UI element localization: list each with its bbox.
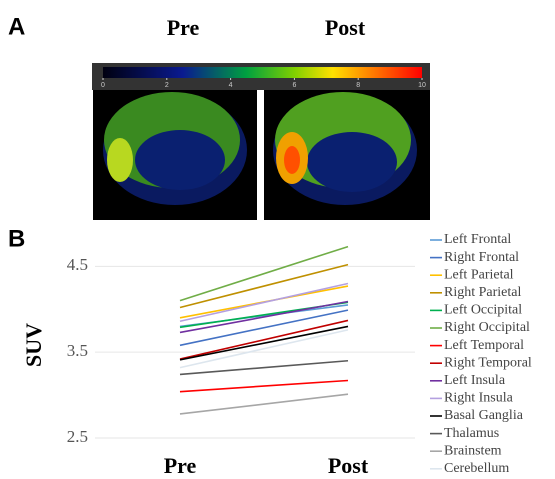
colorbar-tick-label: 8 <box>356 82 360 89</box>
legend-label: Left Parietal <box>444 267 514 282</box>
legend-label: Right Temporal <box>444 355 532 370</box>
series-line <box>180 394 348 414</box>
legend-label: Right Occipital <box>444 320 530 335</box>
colorbar-tick-label: 10 <box>418 82 426 89</box>
colorbar-tick-label: 4 <box>229 82 233 89</box>
legend-label: Basal Ganglia <box>444 408 524 423</box>
series-line <box>180 247 348 301</box>
colorbar-tick-label: 0 <box>101 82 105 89</box>
panel-label: B <box>8 225 25 252</box>
y-tick-label: 2.5 <box>67 427 88 446</box>
y-tick-label: 3.5 <box>67 341 88 360</box>
x-tick-label: Pre <box>164 453 197 478</box>
legend-label: Right Insula <box>444 391 514 406</box>
brain-images <box>93 90 430 220</box>
series-line <box>180 380 348 391</box>
figure: A B Pre Post 0 2 4 6 8 10 SUV 2.5 3.5 4.5 Pre Post L… <box>0 0 555 479</box>
colorbar-tick-label: 6 <box>292 82 296 89</box>
series-line <box>180 330 348 368</box>
legend-label: Thalamus <box>444 426 499 441</box>
series-line <box>180 361 348 375</box>
image-header: Pre <box>167 15 200 40</box>
legend-label: Right Parietal <box>444 285 521 300</box>
y-axis-label: SUV <box>21 323 46 367</box>
legend-label: Brainstem <box>444 443 502 458</box>
panel-label: A <box>8 13 25 40</box>
colorbar <box>103 67 422 78</box>
y-tick-label: 4.5 <box>67 255 88 274</box>
legend-label: Cerebellum <box>444 461 509 476</box>
legend-label: Right Frontal <box>444 250 519 265</box>
image-header: Post <box>325 15 366 40</box>
legend-label: Left Insula <box>444 373 506 388</box>
x-tick-label: Post <box>328 453 369 478</box>
legend-label: Left Temporal <box>444 338 524 353</box>
colorbar-tick-label: 2 <box>165 82 169 89</box>
series-line <box>180 326 348 359</box>
legend-label: Left Frontal <box>444 232 511 247</box>
series-line <box>180 265 348 308</box>
legend-label: Left Occipital <box>444 303 522 318</box>
